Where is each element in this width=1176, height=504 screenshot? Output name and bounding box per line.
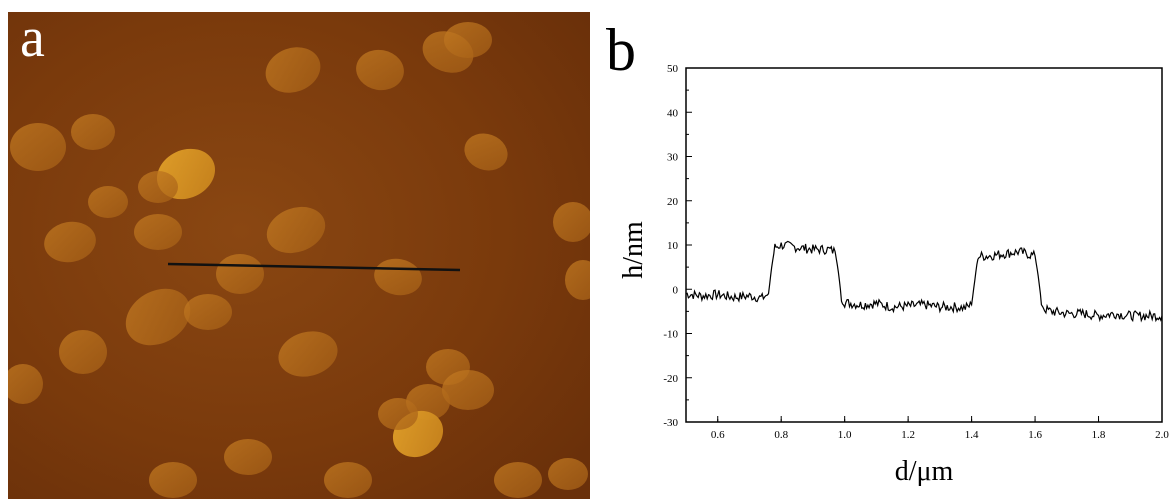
y-tick-label: 50: [667, 63, 679, 75]
height-profile-panel: 0.6 0.8 1.0 1.2 1.4 1.6 1.8 2.0 -30 -20 -10 0 10 20 3…: [600, 0, 1176, 499]
afm-flake: [324, 462, 372, 498]
afm-flake: [278, 331, 338, 377]
afm-flake: [44, 221, 96, 263]
afm-flake: [88, 186, 128, 218]
x-tick-label: 0.6: [711, 429, 725, 441]
x-tick-label: 2.0: [1155, 429, 1169, 441]
afm-flake: [149, 462, 197, 498]
x-tick-label: 0.8: [774, 429, 788, 441]
y-tick-label: 10: [667, 240, 679, 252]
x-tick-label: 1.0: [838, 429, 852, 441]
afm-flake: [216, 254, 264, 294]
x-axis-label: d/μm: [895, 456, 954, 487]
afm-flake: [138, 171, 178, 203]
y-tick-label: 20: [667, 196, 679, 208]
afm-flake: [548, 458, 588, 490]
y-tick-label: -30: [663, 417, 678, 429]
afm-flake: [71, 114, 115, 150]
panel-label-b: b: [606, 17, 636, 83]
afm-flake: [184, 294, 232, 330]
y-tick-label: -20: [663, 373, 678, 385]
afm-flake: [224, 439, 272, 475]
x-tick-label: 1.8: [1092, 429, 1106, 441]
afm-flake: [134, 214, 182, 250]
afm-flake: [356, 49, 404, 91]
y-axis-label: h/nm: [618, 221, 649, 279]
x-tick-label: 1.4: [965, 429, 979, 441]
x-tick-label: 1.2: [901, 429, 915, 441]
afm-topography-image: [8, 12, 590, 499]
afm-flake: [265, 47, 321, 93]
afm-flake: [125, 288, 191, 346]
afm-flake: [553, 202, 590, 242]
afm-flake: [494, 462, 542, 498]
afm-flake: [8, 364, 43, 404]
afm-flake: [10, 123, 66, 171]
plot-frame: [685, 67, 1163, 423]
y-tick-label: 30: [667, 152, 679, 164]
afm-background: [8, 12, 590, 499]
height-profile-chart: 0.6 0.8 1.0 1.2 1.4 1.6 1.8 2.0 -30 -20 -10 0 10 20 3…: [618, 63, 1169, 487]
afm-flakes: [8, 22, 590, 498]
panel-label-a: a: [20, 12, 45, 69]
afm-flake: [464, 133, 508, 171]
y-tick-label: -10: [663, 329, 678, 341]
afm-flake: [266, 206, 326, 254]
afm-scan-line: [167, 262, 461, 272]
afm-image-panel: a: [8, 12, 590, 499]
afm-flake: [444, 22, 492, 58]
afm-flake: [59, 330, 107, 374]
y-tick-label: 40: [667, 107, 679, 119]
x-tick-label: 1.6: [1028, 429, 1042, 441]
height-profile-line: [685, 240, 1163, 323]
y-tick-label: 0: [673, 284, 679, 296]
afm-flake: [442, 370, 494, 410]
afm-flake: [378, 398, 418, 430]
afm-flake: [565, 260, 590, 300]
